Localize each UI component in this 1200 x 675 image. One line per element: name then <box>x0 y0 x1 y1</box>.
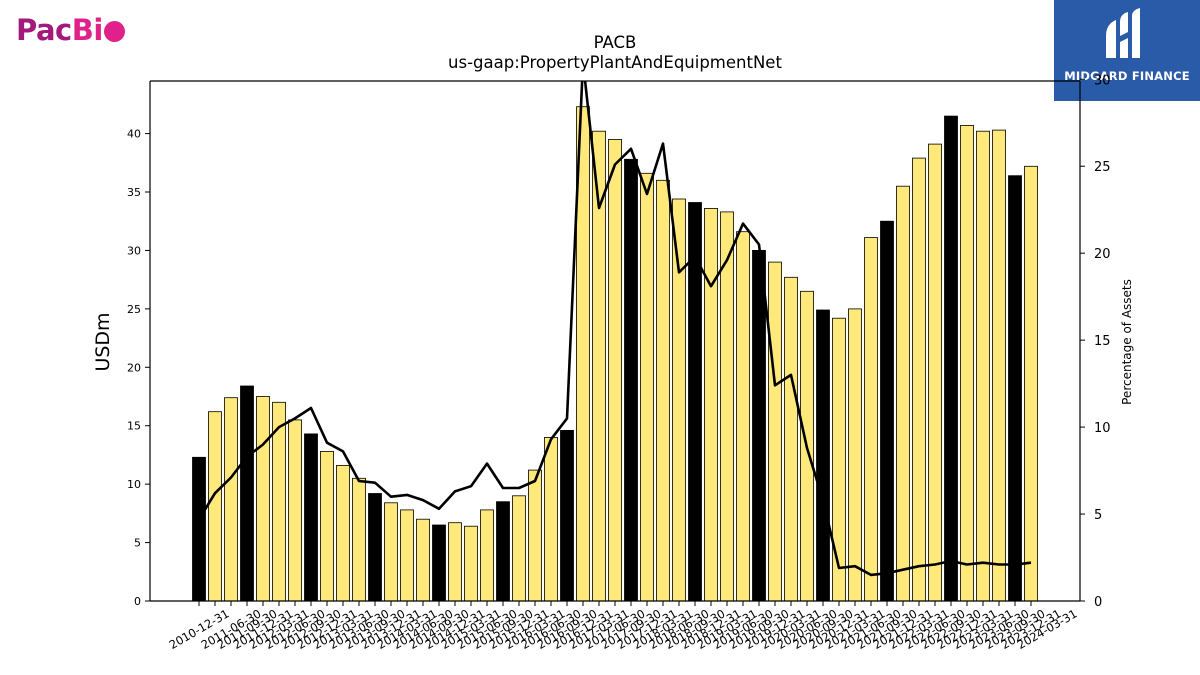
bar-2018-03-31 <box>656 179 670 602</box>
bar-2016-06-30 <box>544 436 558 602</box>
bar-2019-09-30 <box>752 249 766 602</box>
logo-text-pac: Pac <box>16 13 72 47</box>
bar-2023-09-30 <box>1008 175 1022 602</box>
bar-2019-03-31 <box>720 211 734 602</box>
chart-subtitle: us-gaap:PropertyPlantAndEquipmentNet <box>448 53 782 72</box>
bar-2014-12-31 <box>448 522 462 602</box>
bar-2015-09-30 <box>496 501 510 602</box>
y-tick-label: 5 <box>134 537 141 550</box>
bar-2018-06-30 <box>672 198 686 602</box>
y-tick-label-right: 30 <box>1094 73 1111 88</box>
bar-2014-09-30 <box>432 524 446 602</box>
bar-2019-06-30 <box>736 231 750 602</box>
midgard-finance-logo: MIDGARD FINANCE <box>1054 0 1200 101</box>
bar-2013-12-31 <box>384 502 398 602</box>
bar-2020-12-31 <box>832 317 846 602</box>
bar-2018-12-31 <box>704 207 718 602</box>
bar-2023-12-31 <box>1024 165 1038 602</box>
bar-2016-03-31 <box>528 469 542 602</box>
midgard-finance-label: MIDGARD FINANCE <box>1064 69 1190 83</box>
y-tick-label-right: 20 <box>1094 247 1111 262</box>
bar-2011-06-30 <box>224 397 238 602</box>
bar-2021-12-31 <box>896 185 910 602</box>
bar-2014-03-31 <box>400 509 414 602</box>
y-tick-label: 0 <box>134 595 141 608</box>
bar-2015-06-30 <box>480 509 494 602</box>
bars-group <box>192 106 1038 602</box>
y-tick-label-right: 15 <box>1094 334 1111 349</box>
bar-2013-03-31 <box>336 464 350 602</box>
bar-2022-09-30 <box>944 115 958 602</box>
y-tick-label: 40 <box>127 128 141 141</box>
bar-2017-06-30 <box>608 138 622 602</box>
logo-dot-icon <box>103 20 125 42</box>
bar-2021-03-31 <box>848 308 862 602</box>
y-tick-label: 30 <box>127 244 141 257</box>
y-tick-label: 20 <box>127 361 141 374</box>
bar-2013-06-30 <box>352 477 366 602</box>
logo-text-bi: Bi <box>71 13 104 47</box>
bar-2011-09-30 <box>240 385 254 602</box>
y-tick-label: 15 <box>127 420 141 433</box>
bar-2015-03-31 <box>464 525 478 602</box>
bar-2017-12-31 <box>640 172 654 602</box>
bar-2022-03-31 <box>912 157 926 602</box>
bar-2011-12-31 <box>256 396 270 602</box>
bar-2015-12-31 <box>512 495 526 602</box>
midgard-emblem-icon <box>1106 8 1140 58</box>
bar-2021-06-30 <box>864 237 878 602</box>
y-tick-label: 25 <box>127 303 141 316</box>
percentage-of-assets-line <box>197 81 1032 577</box>
y-tick-label-right: 0 <box>1094 595 1102 610</box>
y-tick-label: 35 <box>127 186 141 199</box>
bar-2010-12-31 <box>192 456 206 602</box>
bar-2012-12-31 <box>320 450 334 602</box>
bar-2013-09-30 <box>368 493 382 602</box>
bar-2023-03-31 <box>976 130 990 602</box>
bar-2020-09-30 <box>816 309 830 602</box>
pacbio-logo: Pac Bi <box>16 10 125 50</box>
y-tick-label-right: 25 <box>1094 160 1111 175</box>
bar-2021-09-30 <box>880 220 894 602</box>
bar-2023-06-30 <box>992 129 1006 602</box>
bar-2020-03-31 <box>784 276 798 602</box>
axes-group: 05101520253035400510152025302010-12-3120… <box>127 73 1111 652</box>
bar-2014-06-30 <box>416 518 430 602</box>
y-tick-label-right: 10 <box>1094 421 1111 436</box>
bar-2019-12-31 <box>768 261 782 602</box>
bar-2012-09-30 <box>304 433 318 602</box>
y-axis-label: USDm <box>92 312 114 371</box>
line-group <box>197 81 1032 577</box>
y-tick-label-right: 5 <box>1094 508 1102 523</box>
y-axis-label-right: Percentage of Assets <box>1120 279 1134 405</box>
bar-2012-06-30 <box>288 419 302 602</box>
bar-2011-03-31 <box>208 411 222 602</box>
chart-title: PACB <box>594 33 637 52</box>
bar-2022-12-31 <box>960 125 974 602</box>
y-tick-label: 10 <box>127 478 141 491</box>
bar-2016-09-30 <box>560 429 574 602</box>
bar-2017-09-30 <box>624 158 638 602</box>
bar-2022-06-30 <box>928 143 942 602</box>
